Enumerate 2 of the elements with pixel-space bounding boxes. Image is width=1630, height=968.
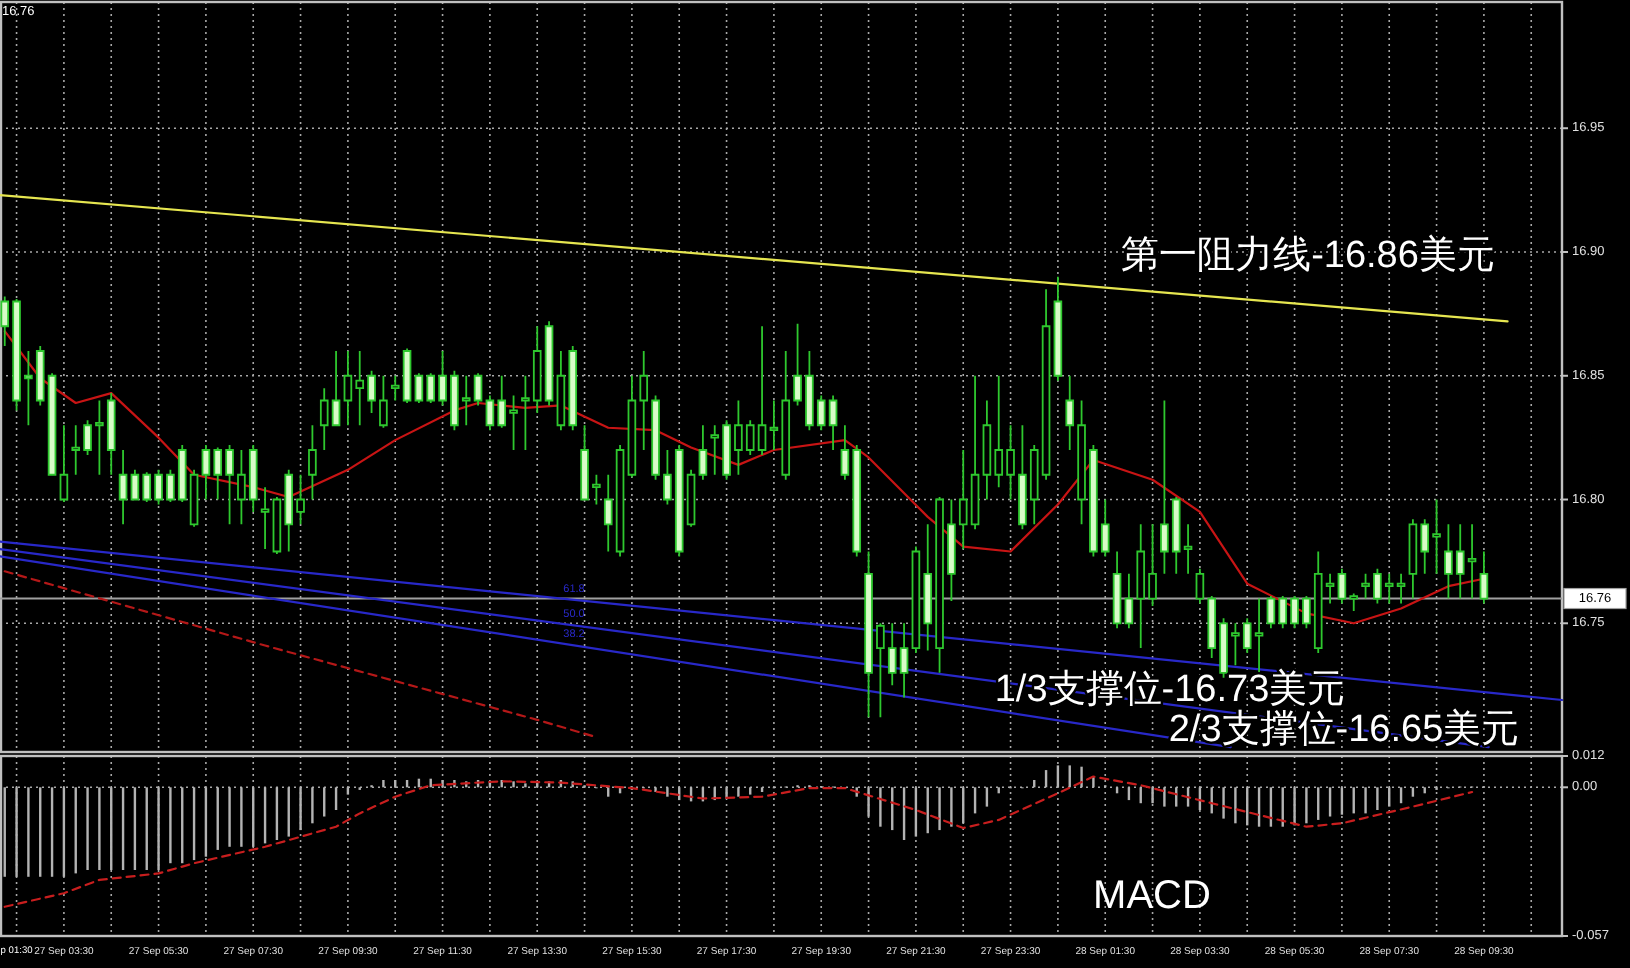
annotation: MACD (1093, 874, 1211, 918)
annotation: 第一阻力线-16.86美元 (1121, 233, 1495, 277)
